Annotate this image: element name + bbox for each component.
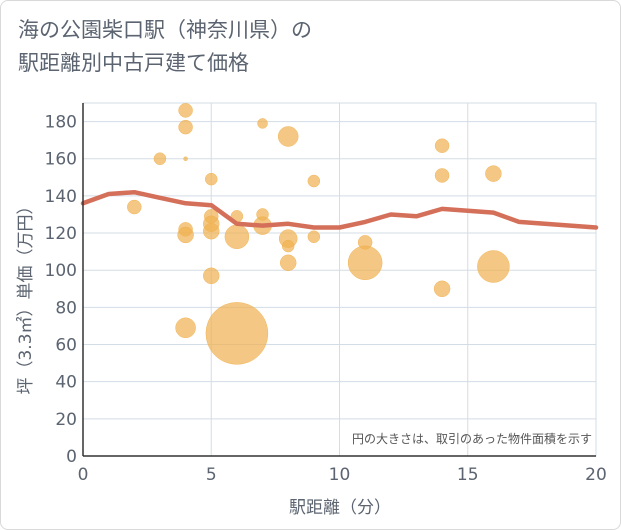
bubbles <box>127 103 510 365</box>
data-point-bubble <box>153 152 167 165</box>
data-point-bubble <box>178 103 193 118</box>
chart-title-line2: 駅距離別中古戸建て価格 <box>18 51 249 75</box>
data-point-bubble <box>277 126 299 147</box>
data-point-bubble <box>183 156 188 161</box>
data-point-bubble <box>347 245 383 281</box>
y-tick-label: 120 <box>45 224 77 244</box>
y-tick-label: 160 <box>45 150 77 170</box>
data-point-bubble <box>177 226 194 244</box>
data-point-bubble <box>224 224 250 250</box>
x-tick-label: 0 <box>78 465 89 485</box>
data-point-bubble <box>477 250 510 283</box>
data-point-bubble <box>127 199 142 215</box>
y-tick-label: 20 <box>55 410 77 430</box>
x-axis-label: 駅距離（分） <box>289 498 391 518</box>
chart-title-line1: 海の公園柴口駅（神奈川県）の <box>18 18 312 42</box>
data-point-bubble <box>205 172 218 186</box>
y-tick-label: 60 <box>55 336 77 356</box>
y-tick-label: 40 <box>55 373 77 393</box>
data-point-bubble <box>307 174 321 188</box>
x-tick-label: 15 <box>457 465 479 485</box>
chart-title: 海の公園柴口駅（神奈川県）の 駅距離別中古戸建て価格 <box>18 14 312 80</box>
x-tick-label: 10 <box>329 465 351 485</box>
data-point-bubble <box>307 230 321 244</box>
y-tick-label: 100 <box>45 261 77 281</box>
data-point-bubble <box>433 280 451 298</box>
grid-lines <box>82 102 597 457</box>
y-tick-label: 180 <box>45 113 77 133</box>
bubble-size-note: 円の大きさは、取引のあった物件面積を示す <box>352 431 592 446</box>
average-line-group <box>80 189 599 230</box>
data-point-bubble <box>203 267 220 285</box>
data-point-bubble <box>281 239 295 253</box>
data-point-bubble <box>434 168 450 183</box>
data-point-bubble <box>434 138 450 153</box>
data-point-bubble <box>178 119 193 135</box>
y-tick-label: 0 <box>66 447 77 467</box>
y-tick-label: 80 <box>55 298 77 318</box>
y-axis-label: 坪（3.3㎡）単価（万円） <box>16 197 36 394</box>
data-point-bubble <box>175 317 196 339</box>
data-point-bubble <box>279 254 297 272</box>
data-point-bubble <box>257 118 268 129</box>
data-point-bubble <box>205 302 269 365</box>
axes: 0 20 40 60 80 100 120 140 160 180 0 5 10 15 20 <box>45 103 607 485</box>
data-point-bubble <box>485 165 502 182</box>
data-point-bubble <box>203 222 220 240</box>
x-tick-label: 20 <box>585 465 607 485</box>
average-price-line <box>80 189 599 230</box>
y-tick-label: 140 <box>45 187 77 207</box>
x-tick-label: 5 <box>206 465 217 485</box>
